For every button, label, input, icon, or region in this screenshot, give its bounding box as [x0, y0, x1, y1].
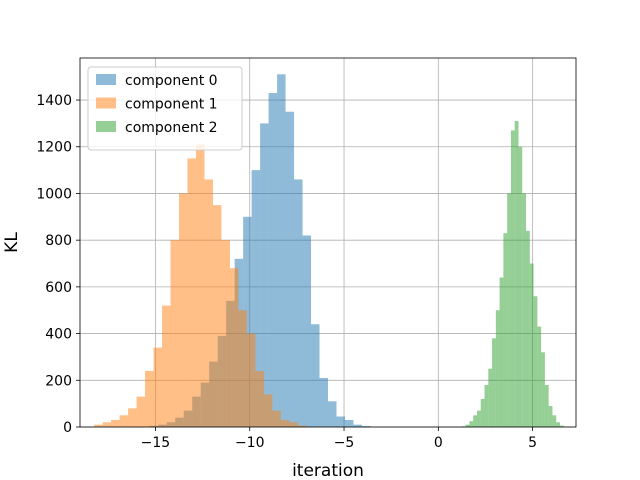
- legend: component 0 component 1 component 2: [87, 66, 243, 151]
- histogram-bar: [111, 419, 120, 427]
- histogram-bar: [548, 405, 553, 427]
- histogram-bar: [361, 426, 371, 427]
- histogram-bar: [170, 240, 180, 427]
- histogram-bar: [533, 296, 538, 427]
- histogram-bar: [529, 263, 534, 427]
- histogram-bar: [128, 408, 137, 427]
- histogram-bar: [476, 410, 481, 427]
- histogram-bar: [465, 424, 470, 427]
- histogram-bar: [212, 205, 222, 427]
- histogram-bar: [229, 268, 239, 427]
- y-tick-label: 600: [45, 280, 72, 296]
- histogram-bars: [94, 74, 564, 428]
- histogram-bar: [260, 123, 269, 428]
- histogram-bar: [195, 144, 205, 428]
- y-tick-label: 400: [45, 327, 72, 343]
- histogram-bar: [204, 179, 213, 427]
- histogram-bar: [187, 158, 196, 427]
- histogram-bar: [153, 347, 163, 427]
- y-tick-label: 0: [63, 420, 72, 436]
- histogram-bar: [255, 370, 264, 427]
- histogram-bar: [280, 419, 290, 427]
- histogram-bar: [179, 193, 188, 427]
- x-axis-ticks: −15 −10 −5 0 5: [141, 427, 537, 451]
- histogram-bar: [336, 416, 345, 427]
- x-axis-label: iteration: [292, 461, 364, 480]
- histogram-bar: [488, 368, 493, 427]
- histogram-bar: [302, 235, 312, 427]
- histogram-bar: [510, 130, 515, 427]
- histogram-bar: [251, 170, 261, 428]
- histogram-bar: [541, 352, 545, 427]
- histogram-bar: [507, 193, 511, 427]
- histogram-bar: [289, 422, 298, 427]
- series-1: [94, 144, 315, 428]
- histogram-bar: [243, 216, 252, 427]
- y-tick-label: 800: [45, 233, 72, 249]
- x-tick-label: −10: [235, 435, 265, 451]
- legend-label: component 1: [125, 97, 218, 113]
- legend-swatch: [96, 74, 116, 85]
- histogram-bar: [526, 230, 530, 427]
- histogram-bar: [556, 422, 560, 427]
- histogram-bar: [514, 121, 519, 428]
- legend-box: [87, 66, 243, 151]
- histogram-bar: [319, 377, 328, 427]
- histogram-bar: [311, 324, 320, 427]
- histogram-bar: [94, 424, 103, 427]
- histogram-bar: [522, 193, 527, 427]
- histogram-bar: [145, 370, 154, 427]
- histogram-bar: [495, 310, 500, 427]
- series-2: [461, 121, 564, 428]
- histogram-bar: [552, 415, 557, 427]
- histogram-bar: [119, 415, 129, 427]
- histogram-bar: [268, 93, 278, 427]
- histogram-bar: [263, 394, 273, 427]
- histogram-bar: [353, 424, 362, 427]
- histogram-bar: [469, 421, 474, 427]
- histogram-bar: [102, 422, 112, 427]
- x-tick-label: 5: [528, 435, 537, 451]
- legend-swatch: [96, 97, 116, 109]
- legend-swatch: [96, 121, 116, 132]
- histogram-bar: [473, 415, 477, 427]
- y-tick-label: 1200: [36, 140, 72, 156]
- legend-label: component 2: [125, 120, 218, 136]
- histogram-bar: [136, 396, 146, 427]
- histogram-bar: [294, 179, 303, 427]
- y-axis-ticks: 0 200 400 600 800 1000 1200 1400: [36, 93, 80, 436]
- plot-frame: [79, 57, 577, 428]
- histogram-bar: [221, 240, 230, 427]
- histogram-bar: [246, 333, 256, 427]
- x-tick-label: −15: [141, 435, 171, 451]
- histogram-bar: [518, 146, 523, 428]
- histogram-bar: [285, 111, 295, 428]
- y-axis-label: KL: [2, 232, 22, 253]
- histogram-bar: [272, 410, 281, 427]
- histogram-bar: [503, 233, 508, 427]
- histogram-bar: [480, 398, 485, 427]
- x-tick-label: 0: [434, 435, 443, 451]
- histogram-bar: [559, 425, 564, 427]
- y-tick-label: 1400: [36, 93, 72, 109]
- histogram-bar: [544, 384, 549, 427]
- y-tick-label: 1000: [36, 186, 72, 202]
- histogram-bar: [537, 326, 542, 427]
- histogram-bar: [344, 419, 354, 427]
- y-tick-label: 200: [45, 373, 72, 389]
- histogram-bar: [277, 74, 286, 428]
- histogram-bar: [238, 310, 247, 427]
- histogram-bar: [484, 384, 489, 427]
- histogram-bar: [162, 305, 171, 427]
- histogram-bar: [499, 277, 504, 427]
- legend-label: component 0: [125, 73, 218, 89]
- x-tick-label: −5: [334, 435, 355, 451]
- histogram-bar: [297, 425, 307, 427]
- histogram-bar: [492, 338, 496, 427]
- histogram-bar: [328, 401, 337, 427]
